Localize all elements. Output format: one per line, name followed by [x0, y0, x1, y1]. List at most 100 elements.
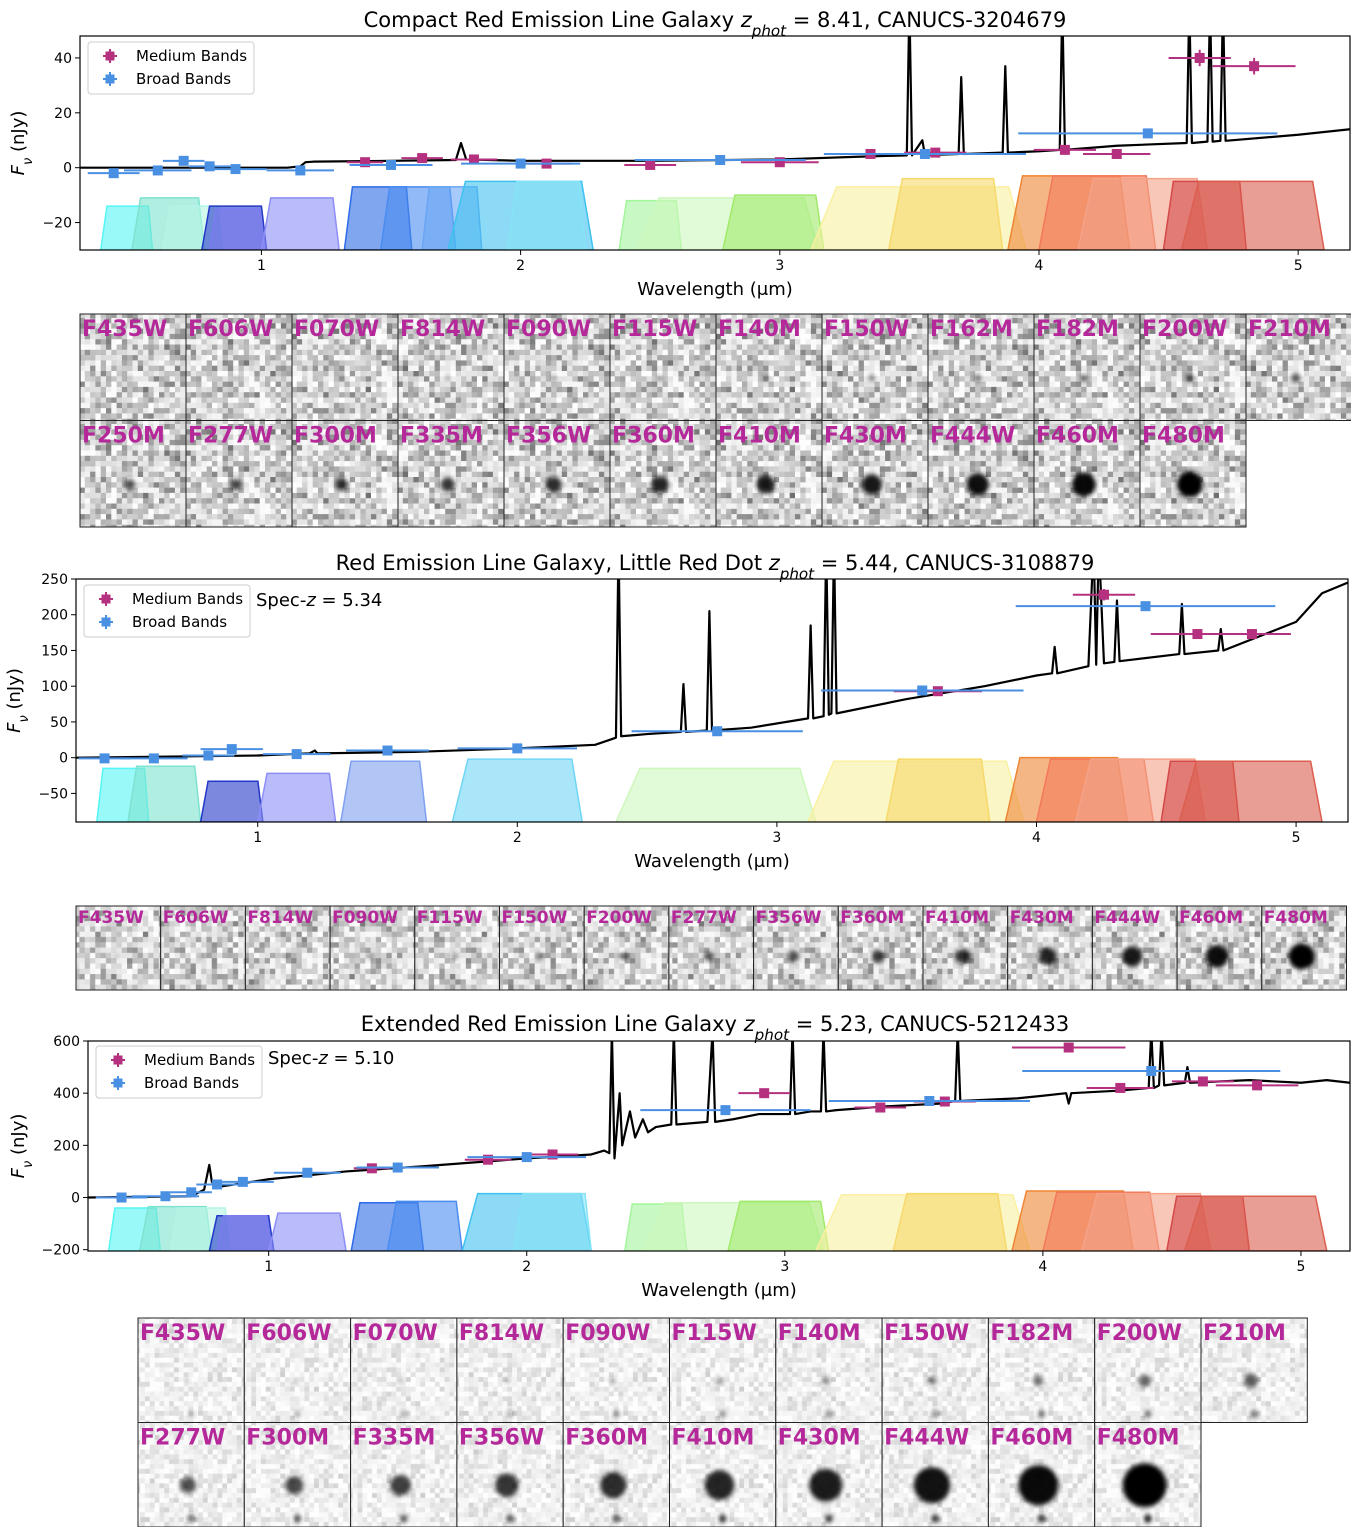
cutout-label: F300M: [294, 424, 377, 449]
text-part: z: [317, 1048, 328, 1069]
source-blob: [339, 375, 344, 380]
cutout-label: F090W: [506, 317, 591, 342]
data-point: [468, 154, 479, 165]
spectrum-line: [80, 36, 1350, 169]
chart-title: Red Emission Line Galaxy, Little Red Dot…: [336, 551, 1095, 583]
cutout-label: F250M: [82, 424, 165, 449]
plot-area: [88, 1041, 1350, 1251]
text-part: = 5.44, CANUCS-3108879: [814, 551, 1094, 575]
filter-curve: [267, 1212, 347, 1251]
x-tick-label: 2: [516, 258, 525, 274]
y-axis-label: Fν (nJy): [4, 668, 32, 733]
data-point: [715, 155, 726, 166]
text-part: F: [4, 722, 25, 733]
legend-label: Broad Bands: [132, 613, 227, 631]
text-part: phot: [751, 22, 787, 40]
text-part: Red Emission Line Galaxy, Little Red Dot: [336, 551, 769, 575]
text-part: phot: [754, 1026, 790, 1044]
axes-frame: [79, 35, 1351, 251]
spectrum-line: [76, 579, 1348, 759]
legend-marker: [105, 51, 115, 61]
cutout-image: [79, 313, 187, 421]
cutout-label: F150W: [824, 317, 909, 342]
source-blob: [868, 374, 875, 382]
x-tick-label: 3: [772, 830, 781, 846]
text-part: (nJy): [4, 668, 25, 715]
data-point: [1197, 1076, 1208, 1087]
filter-curve: [506, 180, 587, 250]
data-point: [160, 1191, 171, 1202]
filter-curve: [722, 194, 825, 250]
text-part: Extended Red Emission Line Galaxy: [361, 1012, 744, 1036]
cutout-label: F435W: [82, 317, 167, 342]
spectrum-line: [88, 1041, 1350, 1199]
cutout-image: [1033, 313, 1141, 421]
annotation: Spec-z = 5.34: [256, 590, 382, 611]
y-tick-label: 250: [41, 572, 68, 588]
data-point: [521, 1152, 532, 1163]
x-tick-label: 5: [1294, 258, 1303, 274]
y-tick-label: 200: [41, 608, 68, 624]
data-point: [1063, 1042, 1074, 1053]
data-point: [386, 159, 397, 170]
x-tick-label: 4: [1038, 1259, 1047, 1275]
source-blob: [1291, 373, 1301, 383]
data-point: [774, 157, 785, 168]
text-part: z: [743, 1012, 756, 1036]
data-point: [204, 161, 215, 172]
data-point: [295, 165, 306, 176]
data-point: [1059, 144, 1070, 155]
data-point: [302, 1167, 313, 1178]
data-point: [1252, 1080, 1263, 1091]
source-blob: [763, 375, 769, 381]
y-tick-label: 0: [59, 751, 68, 767]
cutout-label: F182M: [1036, 317, 1119, 342]
cutout-label: F814W: [400, 317, 485, 342]
text-part: ν: [21, 158, 36, 165]
data-point: [392, 1162, 403, 1173]
data-point: [152, 165, 163, 176]
x-axis-label: Wavelength (μm): [637, 279, 793, 300]
data-point: [930, 147, 941, 158]
data-point: [417, 153, 428, 164]
legend-box: [95, 1045, 263, 1099]
text-part: phot: [779, 565, 815, 583]
cutout-image: [397, 420, 505, 528]
data-point: [1146, 1066, 1157, 1076]
text-part: Spec-: [268, 1048, 318, 1069]
x-tick-label: 3: [775, 258, 784, 274]
source-blob: [229, 478, 242, 491]
y-tick-label: 0: [63, 161, 72, 177]
data-point: [382, 745, 393, 756]
cutout-image: [1139, 313, 1247, 421]
cutout-label: F162M: [930, 317, 1013, 342]
cutout-image: [1245, 313, 1351, 421]
data-point: [212, 1179, 223, 1190]
cutout-label: F606W: [188, 317, 273, 342]
data-point: [1140, 601, 1151, 612]
legend-label: Medium Bands: [132, 590, 243, 608]
plot-area: [76, 579, 1348, 822]
cutout-image: [185, 420, 293, 528]
data-point: [720, 1105, 731, 1116]
plot-area: [80, 36, 1350, 250]
text-part: z: [740, 8, 753, 32]
source-blob: [335, 477, 349, 491]
x-tick-label: 1: [264, 1259, 273, 1275]
cutout-image: [397, 313, 505, 421]
cutout-image: [503, 313, 611, 421]
data-point: [759, 1088, 770, 1099]
data-point: [116, 1192, 127, 1203]
filter-curve: [216, 1215, 272, 1251]
source-blob: [651, 475, 669, 493]
cutout-image: [79, 420, 187, 528]
filter-curve: [727, 1200, 830, 1251]
filter-curve: [199, 780, 264, 822]
data-point: [230, 164, 241, 175]
cutout-image: [927, 313, 1035, 421]
data-point: [1192, 629, 1203, 640]
cutout-label: F200W: [1142, 317, 1227, 342]
filter-curve: [615, 767, 817, 822]
x-tick-label: 2: [522, 1259, 531, 1275]
